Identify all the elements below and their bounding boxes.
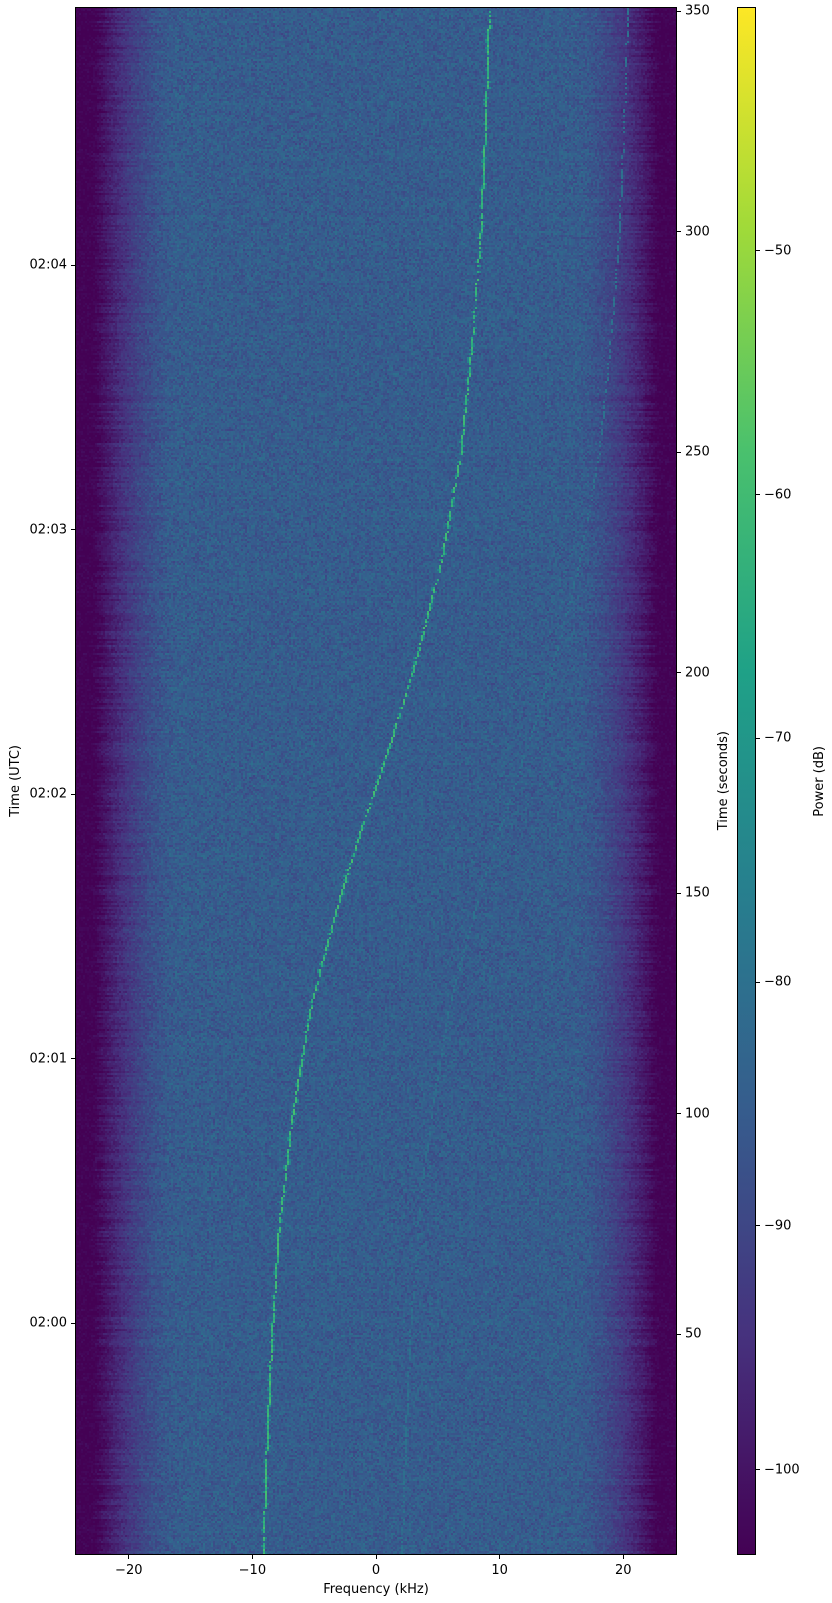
x-tick-mark — [252, 1555, 253, 1559]
y-tick-mark-right — [677, 11, 681, 12]
colorbar-gradient — [737, 7, 756, 1555]
colorbar-tick-mark — [756, 982, 760, 983]
y-tick-mark-left — [71, 1323, 75, 1324]
x-tick-label: 10 — [491, 1563, 508, 1578]
x-tick-mark — [623, 1555, 624, 1559]
y-tick-label-left: 02:00 — [30, 1316, 67, 1331]
x-tick-mark — [499, 1555, 500, 1559]
x-tick-mark — [376, 1555, 377, 1559]
y-tick-label-right: 300 — [685, 224, 710, 239]
y-tick-mark-right — [677, 452, 681, 453]
y-tick-label-right: 200 — [685, 665, 710, 680]
colorbar-tick-label: −70 — [764, 731, 791, 746]
y-tick-label-right: 50 — [685, 1327, 702, 1342]
x-axis-label: Frequency (kHz) — [75, 1582, 677, 1597]
colorbar-label-box: Power (dB) — [810, 7, 828, 1555]
colorbar-tick-label: −50 — [764, 243, 791, 258]
left-y-axis-label-box: Time (UTC) — [6, 7, 24, 1555]
left-y-axis-label: Time (UTC) — [8, 745, 23, 817]
y-tick-label-left: 02:03 — [30, 522, 67, 537]
colorbar-label: Power (dB) — [812, 746, 827, 817]
colorbar-tick-label: −60 — [764, 487, 791, 502]
colorbar-tick-mark — [756, 494, 760, 495]
colorbar-tick-label: −100 — [764, 1462, 800, 1477]
colorbar-tick-label: −90 — [764, 1218, 791, 1233]
y-tick-mark-left — [71, 794, 75, 795]
colorbar-tick-mark — [756, 738, 760, 739]
y-tick-mark-right — [677, 893, 681, 894]
y-tick-mark-right — [677, 1334, 681, 1335]
y-tick-label-right: 100 — [685, 1106, 710, 1121]
y-tick-label-left: 02:04 — [30, 258, 67, 273]
y-tick-mark-right — [677, 1113, 681, 1114]
y-tick-label-left: 02:01 — [30, 1051, 67, 1066]
y-tick-mark-left — [71, 529, 75, 530]
spectrogram-figure: −20 −10 0 10 20 02:00 02:01 02:02 02:03 02:04 50 10… — [0, 0, 832, 1603]
y-tick-mark-left — [71, 1058, 75, 1059]
spectrogram-image — [75, 7, 677, 1555]
y-tick-label-left: 02:02 — [30, 787, 67, 802]
y-tick-mark-right — [677, 231, 681, 232]
colorbar-tick-mark — [756, 1225, 760, 1226]
colorbar-tick-mark — [756, 1469, 760, 1470]
x-tick-mark — [128, 1555, 129, 1559]
colorbar-tick-label: −80 — [764, 975, 791, 990]
x-tick-label: −10 — [239, 1563, 266, 1578]
y-tick-mark-left — [71, 265, 75, 266]
y-tick-label-right: 350 — [685, 4, 710, 19]
right-y-axis-label: Time (seconds) — [716, 731, 731, 830]
y-tick-mark-right — [677, 672, 681, 673]
x-tick-label: −20 — [115, 1563, 142, 1578]
y-tick-label-right: 250 — [685, 445, 710, 460]
colorbar-tick-mark — [756, 250, 760, 251]
y-tick-label-right: 150 — [685, 886, 710, 901]
right-y-axis-label-box: Time (seconds) — [714, 7, 732, 1555]
x-tick-label: 0 — [372, 1563, 380, 1578]
x-tick-label: 20 — [615, 1563, 632, 1578]
